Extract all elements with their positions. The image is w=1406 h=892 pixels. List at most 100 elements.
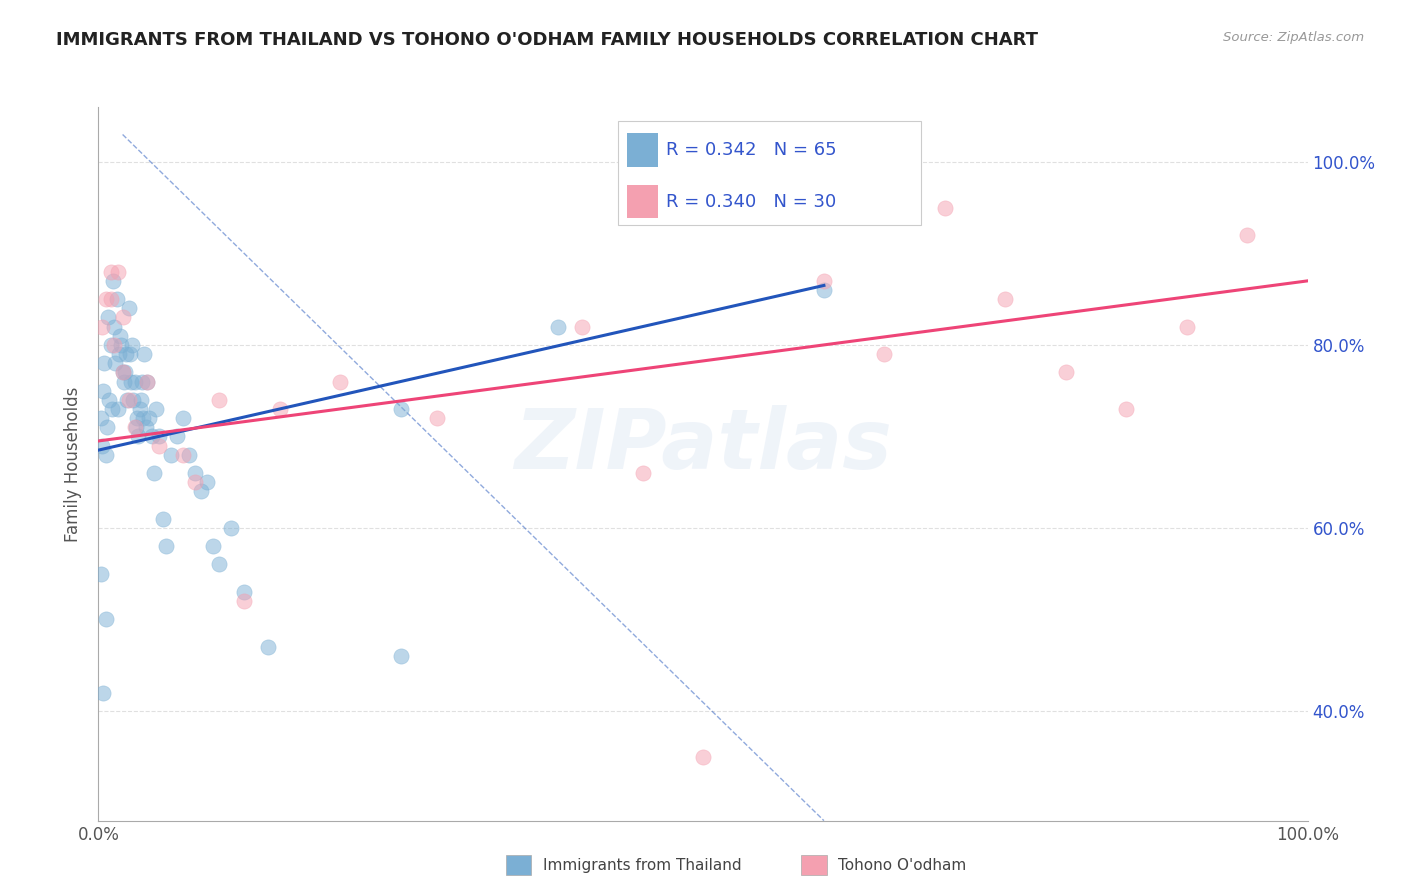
Point xyxy=(195,475,218,490)
Point xyxy=(132,411,155,425)
Point xyxy=(98,392,121,407)
Point xyxy=(100,265,122,279)
Point xyxy=(138,411,160,425)
Point xyxy=(134,347,156,361)
Point xyxy=(118,392,141,407)
Point xyxy=(1115,401,1137,416)
Point xyxy=(115,347,138,361)
Point xyxy=(813,274,835,288)
Point xyxy=(221,521,243,535)
Point xyxy=(107,265,129,279)
Point xyxy=(97,310,120,325)
Point xyxy=(166,429,188,443)
Point xyxy=(103,319,125,334)
Point xyxy=(127,429,149,443)
Point xyxy=(269,401,291,416)
Point xyxy=(114,365,136,379)
Point xyxy=(631,466,654,480)
Point xyxy=(96,420,118,434)
Point xyxy=(873,347,896,361)
Point xyxy=(94,612,117,626)
Point xyxy=(91,438,114,452)
Point xyxy=(135,420,157,434)
Point xyxy=(117,392,139,407)
Point xyxy=(692,749,714,764)
Text: Tohono O'odham: Tohono O'odham xyxy=(838,858,966,872)
Point xyxy=(1054,365,1077,379)
Point xyxy=(107,401,129,416)
Point xyxy=(232,594,254,608)
Point xyxy=(108,328,131,343)
Point xyxy=(128,401,150,416)
Point xyxy=(160,448,183,462)
Point xyxy=(94,448,117,462)
Text: ZIPatlas: ZIPatlas xyxy=(515,406,891,486)
Point xyxy=(111,365,134,379)
Point xyxy=(104,356,127,370)
Point xyxy=(91,319,114,334)
Point xyxy=(172,448,194,462)
Text: R = 0.340   N = 30: R = 0.340 N = 30 xyxy=(666,193,837,211)
Point xyxy=(129,392,152,407)
Point xyxy=(184,466,207,480)
Point xyxy=(426,411,449,425)
Point xyxy=(141,429,163,443)
Point xyxy=(105,292,128,306)
Point xyxy=(329,375,352,389)
Text: Source: ZipAtlas.com: Source: ZipAtlas.com xyxy=(1223,31,1364,45)
Point xyxy=(148,438,170,452)
Point xyxy=(1236,228,1258,243)
Point xyxy=(934,201,956,215)
Point xyxy=(125,420,148,434)
Point xyxy=(184,475,207,490)
Point xyxy=(152,512,174,526)
Point xyxy=(389,648,412,663)
Point xyxy=(103,338,125,352)
Point xyxy=(111,310,134,325)
Point xyxy=(127,411,149,425)
Point xyxy=(389,401,412,416)
Point xyxy=(190,484,212,499)
Point xyxy=(118,347,141,361)
Point xyxy=(94,292,117,306)
Point xyxy=(122,392,145,407)
Point xyxy=(202,539,225,553)
Point xyxy=(232,585,254,599)
Point xyxy=(111,365,134,379)
Point xyxy=(124,375,146,389)
Y-axis label: Family Households: Family Households xyxy=(65,386,83,541)
Point xyxy=(1175,319,1198,334)
Point xyxy=(90,411,112,425)
Point xyxy=(179,448,201,462)
Point xyxy=(108,347,131,361)
Point xyxy=(135,375,157,389)
Point xyxy=(131,375,153,389)
Text: IMMIGRANTS FROM THAILAND VS TOHONO O'ODHAM FAMILY HOUSEHOLDS CORRELATION CHART: IMMIGRANTS FROM THAILAND VS TOHONO O'ODH… xyxy=(56,31,1038,49)
Point xyxy=(994,292,1017,306)
Point xyxy=(93,356,115,370)
Text: R = 0.342   N = 65: R = 0.342 N = 65 xyxy=(666,141,837,159)
Point xyxy=(91,685,114,699)
Point xyxy=(547,319,569,334)
Point xyxy=(100,292,122,306)
Point xyxy=(148,429,170,443)
Point xyxy=(208,392,231,407)
Point xyxy=(813,283,835,297)
Point xyxy=(208,558,231,572)
Point xyxy=(143,466,166,480)
Point xyxy=(110,338,132,352)
Point xyxy=(90,566,112,581)
Point xyxy=(124,420,146,434)
Point xyxy=(155,539,177,553)
Point xyxy=(145,401,167,416)
Point xyxy=(571,319,593,334)
Point xyxy=(135,375,157,389)
Point xyxy=(91,384,114,398)
Point xyxy=(172,411,194,425)
Point xyxy=(121,338,143,352)
Point xyxy=(112,375,135,389)
Point xyxy=(100,401,122,416)
Point xyxy=(256,640,278,654)
Point xyxy=(100,338,122,352)
Point xyxy=(101,274,124,288)
